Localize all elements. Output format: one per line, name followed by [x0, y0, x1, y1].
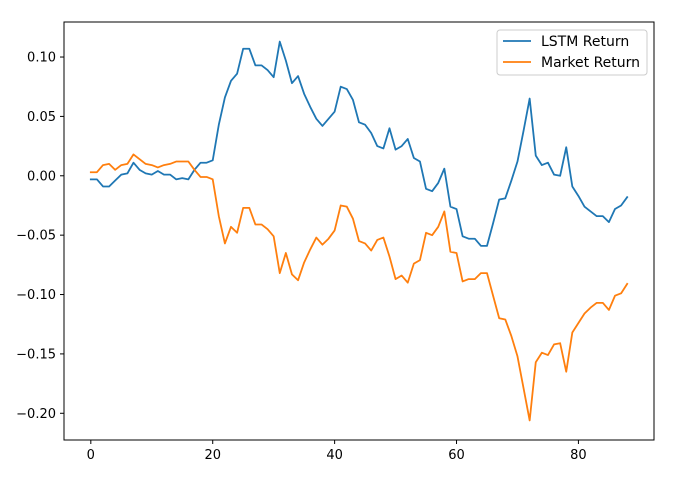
x-tick-label: 40 — [326, 448, 343, 463]
legend-box — [496, 29, 648, 76]
y-tick-label: 0.00 — [27, 169, 56, 184]
x-tick-label: 80 — [570, 448, 587, 463]
x-axis-ticks: 0 20 40 60 80 — [87, 440, 587, 463]
x-tick-label: 20 — [204, 448, 221, 463]
y-axis-ticks: −0.20 −0.15 −0.10 −0.05 0.00 0.05 0.10 — [16, 51, 64, 422]
axes-layer — [63, 21, 655, 441]
y-tick-label: 0.10 — [27, 51, 56, 66]
series-line-lstm-return — [89, 40, 629, 247]
series-line-market-return — [89, 153, 629, 422]
y-tick-label: 0.05 — [27, 110, 56, 125]
y-tick-label: −0.15 — [16, 347, 56, 362]
plot-area — [64, 22, 654, 440]
y-tick-label: −0.20 — [16, 407, 56, 422]
series-layer — [89, 40, 629, 422]
plot-frame — [63, 21, 655, 441]
legend: LSTM Return Market Return — [496, 29, 648, 76]
x-tick-label: 0 — [87, 448, 95, 463]
legend-label-market-return: Market Return — [541, 55, 640, 71]
y-tick-label: −0.05 — [16, 229, 56, 244]
legend-label-lstm-return: LSTM Return — [541, 34, 629, 50]
x-tick-label: 60 — [448, 448, 465, 463]
y-tick-label: −0.10 — [16, 288, 56, 303]
